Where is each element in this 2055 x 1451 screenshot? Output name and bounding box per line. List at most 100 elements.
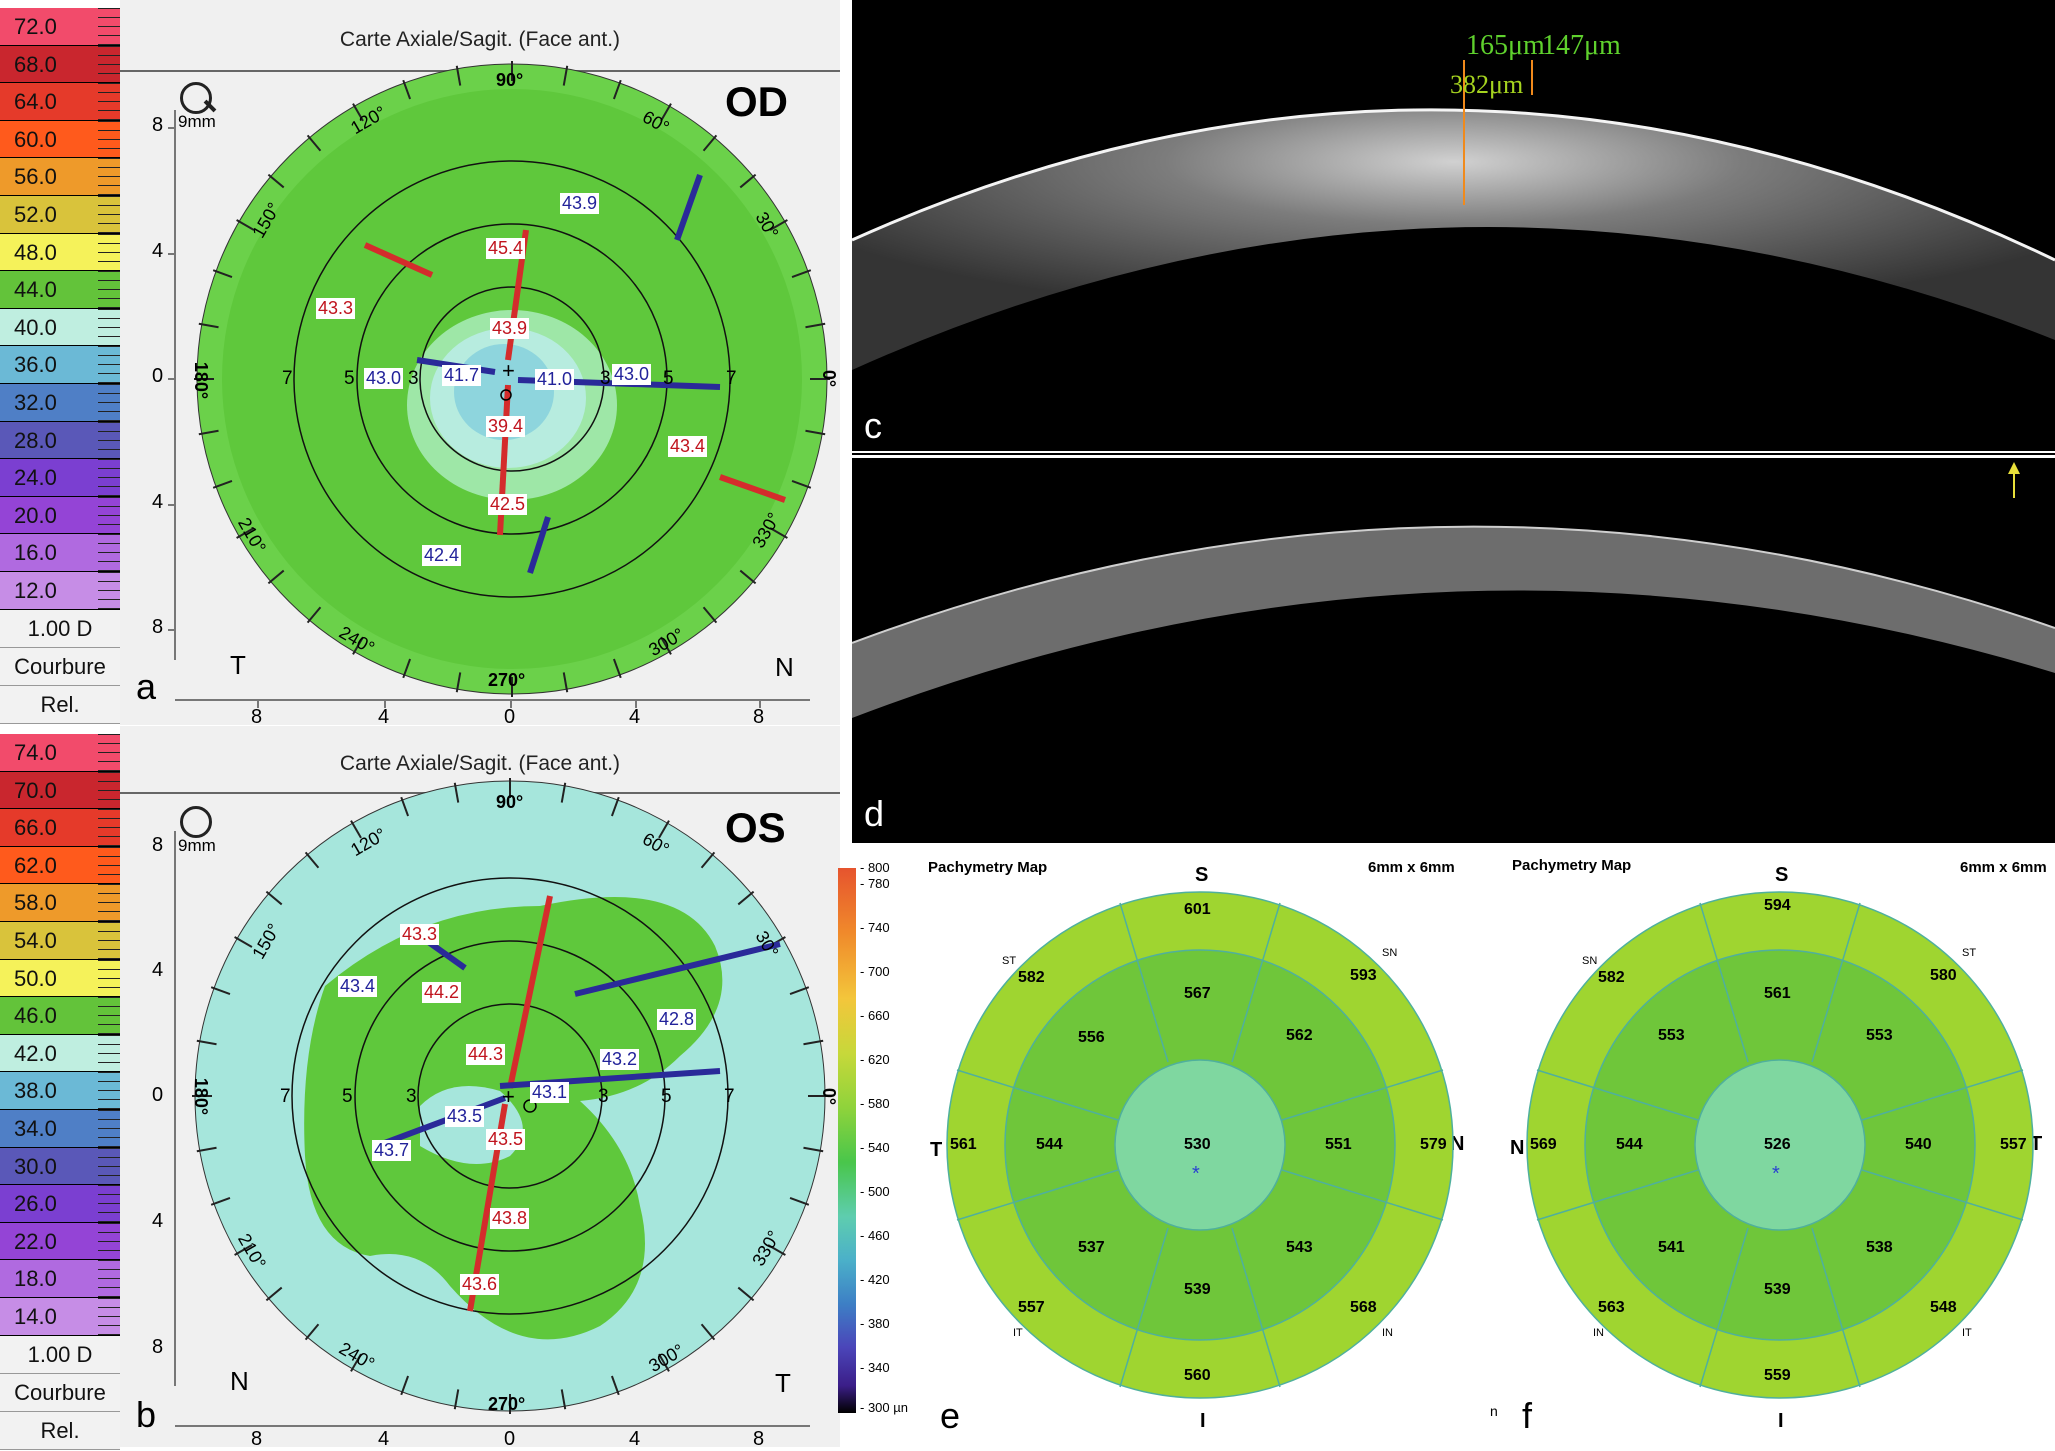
pachy-outer-in: 568 xyxy=(1350,1299,1377,1316)
outer-tick xyxy=(660,103,672,122)
pachy-tick-label: - 340 xyxy=(860,1360,890,1375)
scale-cell: 64.0 xyxy=(0,83,126,121)
scale-value: 68.0 xyxy=(14,51,57,77)
outer-tick xyxy=(560,782,567,803)
pachy-outer-n: 569 xyxy=(1530,1136,1557,1153)
panel-letter: d xyxy=(864,793,885,834)
pachy-mid-s: 567 xyxy=(1184,985,1211,1002)
scale-cell: 68.0 xyxy=(0,45,126,84)
pachy-outer-t: 561 xyxy=(950,1136,977,1153)
dir-left: T xyxy=(930,1139,943,1161)
scale-value: 36.0 xyxy=(14,352,57,378)
outer-tick xyxy=(805,429,826,436)
outer-tick xyxy=(267,173,285,189)
side-right: T xyxy=(775,1368,791,1398)
outer-tick xyxy=(210,1196,231,1206)
scale-unit: 1.00 D xyxy=(0,609,120,648)
scale-value: 46.0 xyxy=(14,1003,57,1029)
ring-label: 5 xyxy=(663,368,674,389)
outer-tick xyxy=(196,1039,217,1046)
ring-label: 3 xyxy=(406,1086,417,1107)
pachy-mid-it: 538 xyxy=(1866,1239,1893,1256)
outer-tick xyxy=(453,782,460,803)
outer-tick xyxy=(658,1353,670,1372)
scale-bar xyxy=(838,868,856,1413)
outer-tick xyxy=(198,322,219,329)
outer-tick xyxy=(455,65,462,86)
scale-value: 30.0 xyxy=(14,1153,57,1179)
ring-label: 3 xyxy=(408,368,419,389)
dir-bottom: I xyxy=(1200,1410,1206,1432)
scale-value: 56.0 xyxy=(14,164,57,190)
pachy-mid-s: 561 xyxy=(1764,985,1791,1002)
pachy-tick-label: - 500 xyxy=(860,1184,890,1199)
pachy-tick-label: - 620 xyxy=(860,1052,890,1067)
scale-value: 70.0 xyxy=(14,777,57,803)
pachy-tick-label: - 420 xyxy=(860,1272,890,1287)
pachy-tick-label: - 660 xyxy=(860,1008,890,1023)
k-value-blue: 43.2 xyxy=(600,1049,640,1070)
k-value-blue: 42.4 xyxy=(422,545,462,566)
outer-tick xyxy=(306,606,322,624)
svg-text:*: * xyxy=(1772,1163,1780,1185)
outer-tick xyxy=(612,658,622,679)
outer-tick xyxy=(791,269,812,279)
axial-map-area: Carte Axiale/Sagit. (Face ant.) xyxy=(120,0,840,728)
outer-tick xyxy=(196,1146,217,1153)
outer-tick xyxy=(352,103,364,122)
pachy-outer-n: 579 xyxy=(1420,1136,1447,1153)
outer-tick xyxy=(789,1196,810,1206)
deg-0: 0° xyxy=(819,369,840,388)
outer-tick xyxy=(803,1039,824,1046)
ring-label: 7 xyxy=(726,368,737,389)
outer-tick xyxy=(769,219,788,231)
scale-cell: 46.0 xyxy=(0,997,126,1035)
pachy-size: 6mm x 6mm xyxy=(1368,859,1455,876)
outer-tick xyxy=(702,606,718,624)
scale-cell: 34.0 xyxy=(0,1109,126,1148)
pachy-outer-it: 548 xyxy=(1930,1299,1957,1316)
pachy-outer-sn: 593 xyxy=(1350,967,1377,984)
scale-value: 54.0 xyxy=(14,927,57,953)
scale-cell: 40.0 xyxy=(0,308,126,347)
scale-cell: 28.0 xyxy=(0,421,126,460)
scale-cell: 74.0 xyxy=(0,734,126,772)
scale-cell: 12.0 xyxy=(0,571,126,610)
axial-map-area: Carte Axiale/Sagit. (Face ant.) xyxy=(120,726,840,1450)
scale-value: 16.0 xyxy=(14,540,57,566)
pachy-tick-label: - 460 xyxy=(860,1228,890,1243)
svg-text:*: * xyxy=(1192,1163,1200,1185)
scale-value: 32.0 xyxy=(14,389,57,415)
k-value-red: 43.3 xyxy=(316,298,356,319)
panel-b-os-topography: 74.0 70.0 66.0 62.0 58.0 54.0 50.0 46.0 42.0 38.0… xyxy=(0,726,840,1450)
dir-left: N xyxy=(1510,1137,1525,1159)
ytick: 4 xyxy=(152,240,164,262)
panel-c-oct-scan: 165μm 147μm 382μm c xyxy=(852,0,2055,455)
scale-cell: 26.0 xyxy=(0,1185,126,1223)
deg-270: 270° xyxy=(488,670,526,690)
scale-value: 34.0 xyxy=(14,1115,57,1141)
scale-value: 42.0 xyxy=(14,1040,57,1066)
measure-165: 165μm xyxy=(1466,30,1545,61)
scale-cell: 66.0 xyxy=(0,809,126,847)
scale-value: 52.0 xyxy=(14,201,57,227)
pachy-title: Pachymetry Map xyxy=(1512,857,1632,874)
outer-tick xyxy=(702,134,718,152)
pachy-tick-label: - 380 xyxy=(860,1316,890,1331)
side-left: T xyxy=(230,650,246,680)
scale-cell: 48.0 xyxy=(0,233,126,272)
xtick: 4 xyxy=(378,1428,390,1450)
pachy-mid-st: 556 xyxy=(1078,1029,1105,1046)
k-value-red: 43.5 xyxy=(486,1129,526,1150)
outer-tick xyxy=(234,1244,253,1256)
outer-tick xyxy=(400,1375,410,1396)
scale-cell: 32.0 xyxy=(0,383,126,422)
pachy-center: 530 xyxy=(1184,1136,1211,1153)
dir-bottom: I xyxy=(1778,1410,1784,1432)
outer-tick xyxy=(612,79,622,100)
outer-tick xyxy=(455,672,462,693)
corner-bl: IT xyxy=(1013,1327,1023,1339)
outer-tick xyxy=(234,936,253,948)
pachy-outer-it: 557 xyxy=(1018,1299,1045,1316)
pachy-tick-label: - 580 xyxy=(860,1096,890,1111)
